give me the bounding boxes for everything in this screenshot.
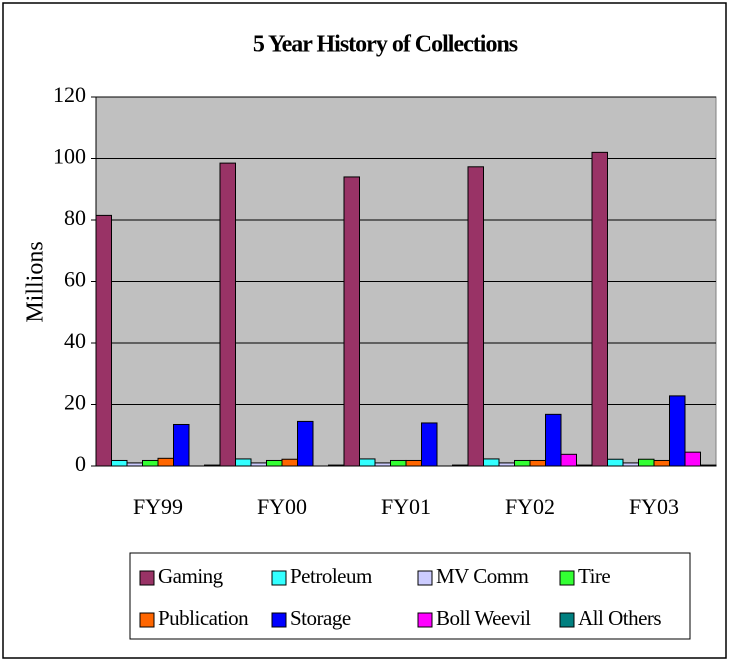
bar xyxy=(483,458,500,467)
y-tick-label: 60 xyxy=(64,267,86,292)
bar xyxy=(157,457,174,467)
legend-label: Petroleum xyxy=(290,564,372,588)
legend-swatch xyxy=(139,612,155,628)
bar xyxy=(359,458,376,467)
y-tick-label: 80 xyxy=(64,205,86,230)
legend-swatch xyxy=(559,570,575,586)
legend-swatch xyxy=(271,612,287,628)
y-tick-label: 0 xyxy=(75,451,86,476)
legend-swatch xyxy=(559,612,575,628)
bar xyxy=(235,458,252,467)
x-tick-label: FY00 xyxy=(257,494,307,519)
legend-swatch xyxy=(417,612,433,628)
x-tick-label: FY01 xyxy=(381,494,431,519)
bar xyxy=(638,458,655,467)
y-tick-label: 20 xyxy=(64,390,86,415)
bar xyxy=(142,459,159,467)
legend-label: MV Comm xyxy=(436,564,529,588)
legend-box xyxy=(129,552,691,640)
bar xyxy=(514,459,531,467)
bar xyxy=(653,459,670,467)
legend-label: Storage xyxy=(290,606,351,630)
legend-label: Gaming xyxy=(158,564,224,588)
bar xyxy=(281,458,298,467)
bar xyxy=(343,176,360,467)
bar xyxy=(607,458,624,467)
bar xyxy=(405,459,422,467)
y-tick-label: 120 xyxy=(53,82,86,107)
bar xyxy=(545,413,562,467)
y-axis-label: Millions xyxy=(23,241,49,322)
bar xyxy=(669,395,686,467)
bar xyxy=(219,162,236,467)
bar xyxy=(173,423,190,467)
legend-swatch xyxy=(271,570,287,586)
bar xyxy=(529,459,546,467)
legend-label: Tire xyxy=(578,564,610,588)
bar xyxy=(421,422,438,467)
legend-label: All Others xyxy=(578,606,661,630)
y-tick-label: 100 xyxy=(53,144,86,169)
chart-title: 5 Year History of Collections xyxy=(253,32,518,58)
legend-label: Boll Weevil xyxy=(436,606,531,630)
legend-swatch xyxy=(417,570,433,586)
bar xyxy=(266,459,283,467)
x-tick-label: FY99 xyxy=(133,494,183,519)
bar xyxy=(684,451,701,467)
legend-swatch xyxy=(139,570,155,586)
x-tick-label: FY03 xyxy=(629,494,679,519)
bar xyxy=(111,459,128,467)
legend-label: Publication xyxy=(158,606,249,630)
bar xyxy=(467,166,484,467)
x-tick-label: FY02 xyxy=(505,494,555,519)
bar xyxy=(390,459,407,467)
bar xyxy=(297,420,314,467)
y-tick-label: 40 xyxy=(64,328,86,353)
bar xyxy=(560,453,577,467)
bar xyxy=(95,214,112,467)
bar xyxy=(591,151,608,467)
